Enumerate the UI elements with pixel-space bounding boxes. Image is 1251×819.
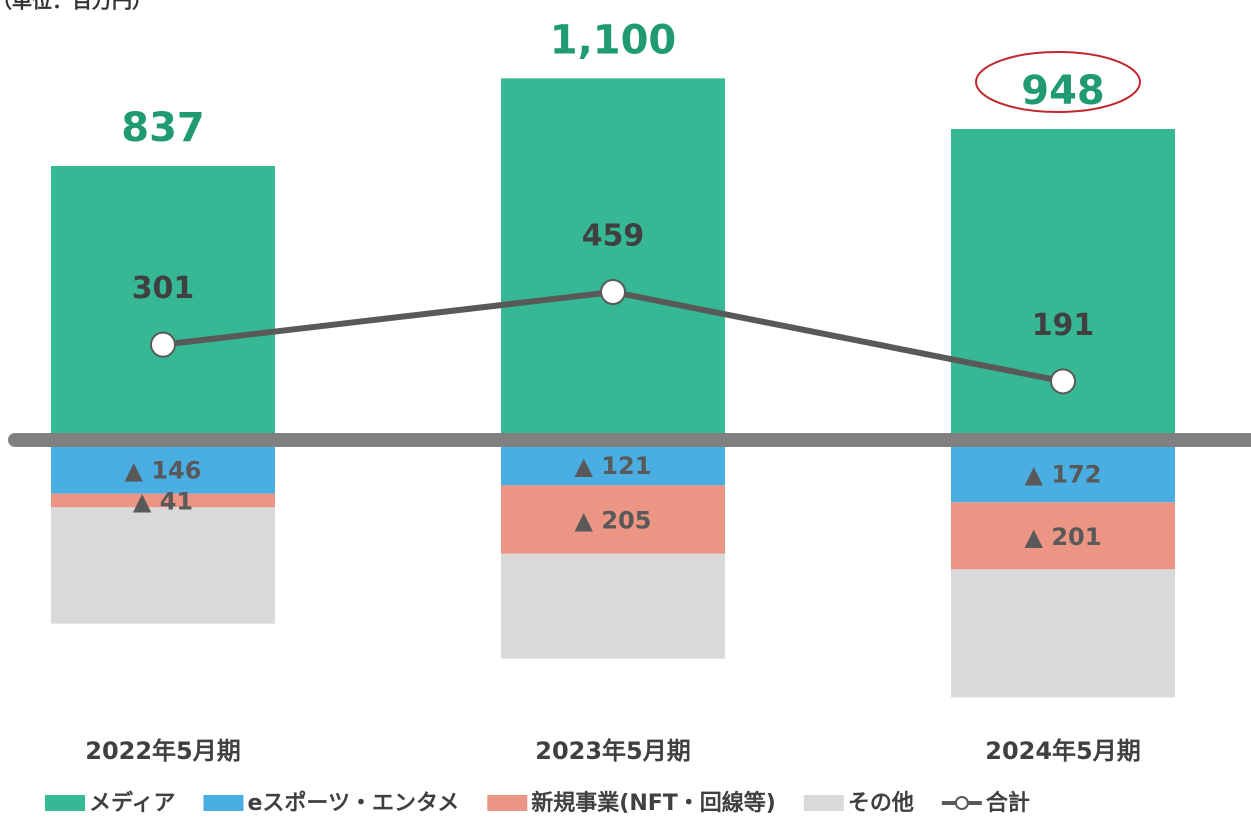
bar-segment (951, 502, 1175, 570)
bar-segment (501, 78, 725, 445)
segment-label: ▲ 205 (575, 507, 652, 535)
legend-label: 新規事業(NFT・回線等) (531, 790, 776, 816)
legend-label: その他 (848, 791, 914, 816)
total-marker (600, 279, 626, 305)
bar-segment (501, 445, 725, 486)
line-label: 301 (132, 271, 195, 306)
segment-label: ▲ 121 (575, 452, 652, 480)
legend-swatch (487, 795, 528, 811)
total-label: 1,100 (550, 17, 677, 63)
total-label: 948 (1021, 68, 1105, 114)
unit-note: （単位：百万円） (0, 0, 152, 13)
legend-label: 合計 (986, 790, 1030, 816)
bars (51, 78, 1175, 698)
bar-segment (51, 445, 275, 494)
x-tick-label: 2023年5月期 (535, 737, 691, 765)
legend-swatch (803, 795, 844, 811)
legend-label: メディア (89, 790, 175, 816)
overlay: 837 1,100 948 ▲ 146 ▲ 121 ▲ 172 ▲ 41 ▲ 205 ▲ 201… (45, 17, 1141, 816)
legend-label: eスポーツ・エンタメ (247, 790, 459, 816)
bar-segment (51, 507, 275, 624)
line-label: 459 (582, 219, 645, 254)
bar-segment (51, 493, 275, 508)
bar-segment (951, 129, 1175, 445)
bar-segment (501, 553, 725, 659)
segment-label: ▲ 172 (1025, 461, 1102, 489)
bar-segment (501, 485, 725, 554)
bar-segment (951, 569, 1175, 698)
legend-swatch (203, 795, 244, 811)
total-marker (150, 331, 176, 358)
legend-swatch (45, 795, 85, 811)
total-label: 837 (121, 105, 205, 151)
x-tick-label: 2024年5月期 (985, 737, 1141, 765)
segment-label: ▲ 201 (1025, 523, 1102, 551)
legend-marker (954, 796, 969, 810)
segment-label: ▲ 41 (133, 488, 193, 516)
total-marker (1050, 368, 1076, 395)
bar-segment (951, 445, 1175, 503)
x-tick-label: 2022年5月期 (85, 737, 241, 765)
bar-segment (51, 166, 275, 445)
line-label: 191 (1032, 308, 1095, 343)
segment-label: ▲ 146 (125, 456, 202, 484)
highlight-ellipse (975, 51, 1141, 113)
